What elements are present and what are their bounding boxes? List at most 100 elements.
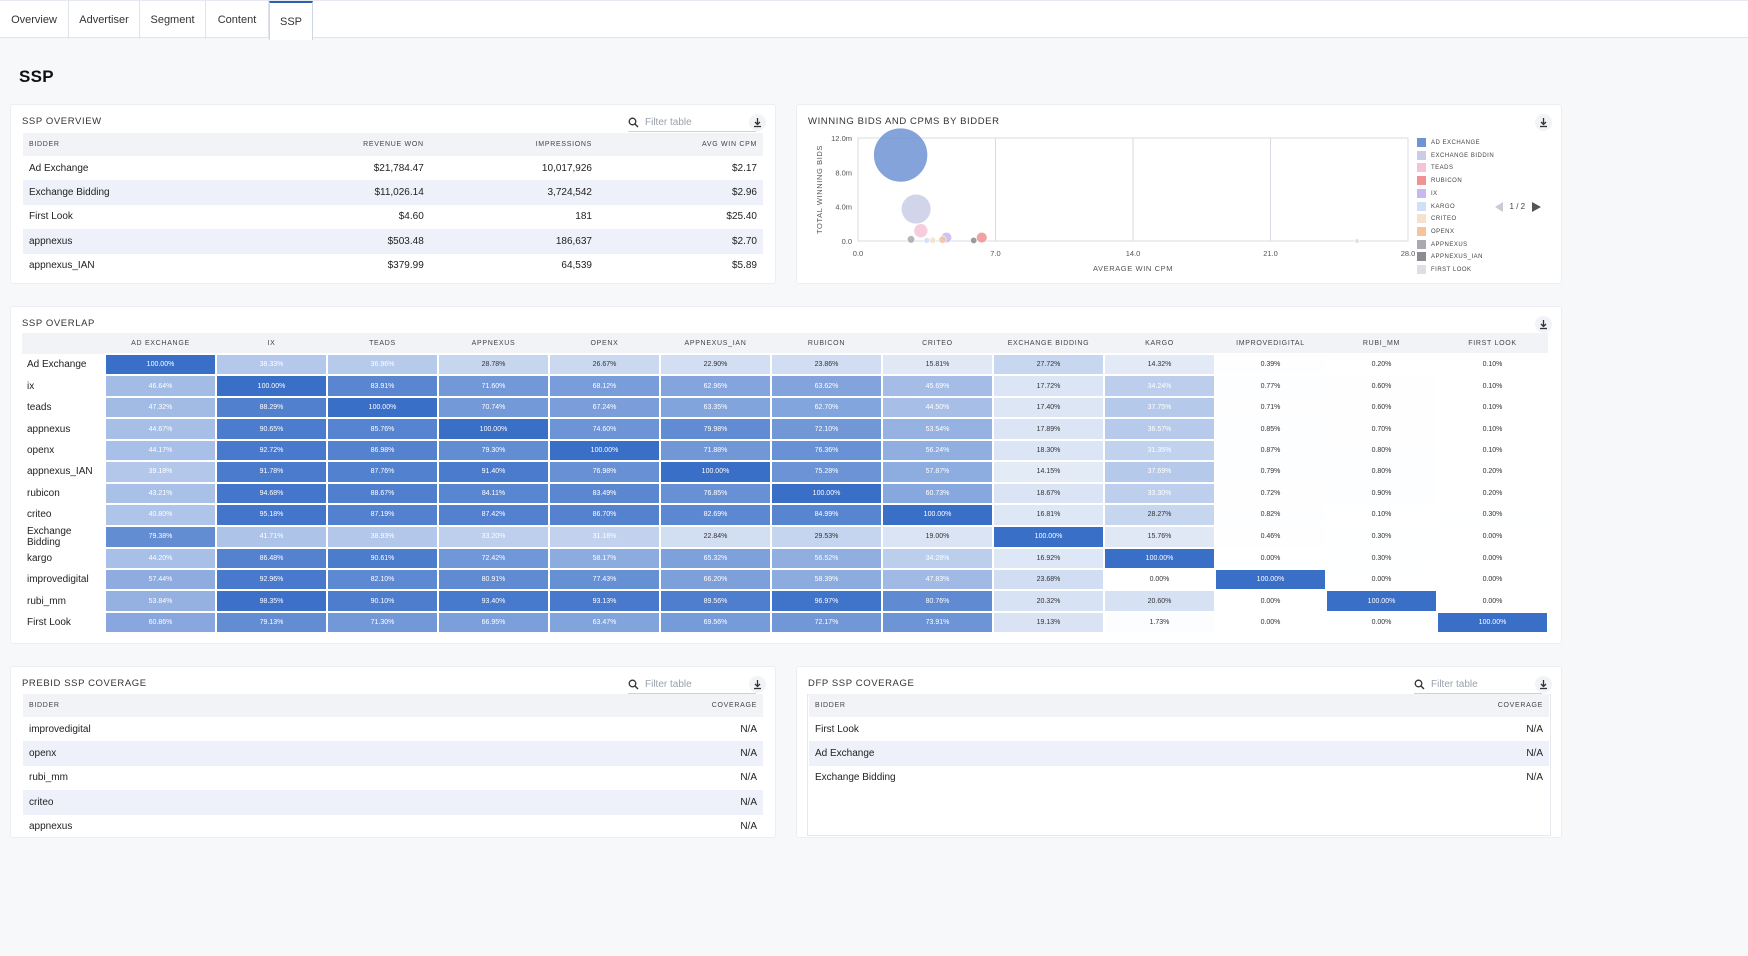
column-header[interactable]: COVERAGE xyxy=(439,694,763,717)
heatmap-cell[interactable]: 77.43% xyxy=(548,567,661,592)
heatmap-cell[interactable]: 15.76% xyxy=(1103,524,1216,549)
heatmap-cell[interactable]: 17.72% xyxy=(992,374,1105,398)
heatmap-cell[interactable]: 72.42% xyxy=(437,546,550,570)
heatmap-cell[interactable]: 0.00% xyxy=(1325,567,1438,592)
heatmap-cell[interactable]: 0.80% xyxy=(1325,460,1438,484)
heatmap-cell[interactable]: 14.32% xyxy=(1103,352,1216,377)
column-header[interactable]: REVENUE WON xyxy=(251,133,430,156)
heatmap-cell[interactable]: 88.29% xyxy=(215,395,328,420)
heatmap-cell[interactable]: 90.65% xyxy=(215,417,328,441)
heatmap-cell[interactable]: 75.28% xyxy=(770,460,883,484)
table-row[interactable]: Exchange Bidding N/A xyxy=(809,766,1549,790)
heatmap-cell[interactable]: 95.18% xyxy=(215,503,328,527)
heatmap-cell[interactable]: 100.00% xyxy=(659,460,772,484)
heatmap-cell[interactable]: 91.78% xyxy=(215,460,328,484)
heatmap-cell[interactable]: 34.24% xyxy=(1103,374,1216,398)
heatmap-cell[interactable]: 0.80% xyxy=(1325,438,1438,463)
heatmap-cell[interactable]: 72.10% xyxy=(770,417,883,441)
heatmap-cell[interactable]: 93.13% xyxy=(548,589,661,613)
heatmap-cell[interactable]: 14.15% xyxy=(992,460,1105,484)
heatmap-cell[interactable]: 0.10% xyxy=(1436,352,1549,377)
ssp-overview-filter-input[interactable] xyxy=(645,114,755,131)
heatmap-cell[interactable]: 31.18% xyxy=(548,524,661,549)
download-icon[interactable] xyxy=(1535,316,1552,333)
heatmap-cell[interactable]: 57.44% xyxy=(104,567,217,592)
heatmap-cell[interactable]: 37.75% xyxy=(1103,395,1216,420)
heatmap-cell[interactable]: 0.10% xyxy=(1325,503,1438,527)
ssp-overview-filter[interactable] xyxy=(628,114,756,132)
heatmap-cell[interactable]: 18.67% xyxy=(992,481,1105,506)
heatmap-cell[interactable]: 37.69% xyxy=(1103,460,1216,484)
heatmap-cell[interactable]: 76.85% xyxy=(659,481,772,506)
heatmap-cell[interactable]: 47.83% xyxy=(881,567,994,592)
heatmap-cell[interactable]: 63.62% xyxy=(770,374,883,398)
heatmap-cell[interactable]: 63.47% xyxy=(548,610,661,635)
heatmap-cell[interactable]: 100.00% xyxy=(1103,546,1216,570)
heatmap-cell[interactable]: 72.17% xyxy=(770,610,883,635)
heatmap-cell[interactable]: 38.33% xyxy=(215,352,328,377)
download-icon[interactable] xyxy=(749,676,766,693)
heatmap-cell[interactable]: 82.69% xyxy=(659,503,772,527)
table-row[interactable]: rubi_mm N/A xyxy=(23,766,763,790)
heatmap-cell[interactable]: 86.70% xyxy=(548,503,661,527)
heatmap-cell[interactable]: 100.00% xyxy=(104,352,217,377)
table-row[interactable]: appnexus_IAN $379.99 64,539 $5.89 xyxy=(23,254,763,278)
heatmap-cell[interactable]: 90.61% xyxy=(326,546,439,570)
heatmap-cell[interactable]: 26.67% xyxy=(548,352,661,377)
column-header[interactable]: AVG WIN CPM xyxy=(597,133,763,156)
heatmap-cell[interactable]: 0.00% xyxy=(1436,567,1549,592)
heatmap-cell[interactable]: 45.69% xyxy=(881,374,994,398)
heatmap-cell[interactable]: 57.87% xyxy=(881,460,994,484)
heatmap-cell[interactable]: 33.30% xyxy=(1103,481,1216,506)
heatmap-cell[interactable]: 94.68% xyxy=(215,481,328,506)
heatmap-cell[interactable]: 41.71% xyxy=(215,524,328,549)
heatmap-cell[interactable]: 66.95% xyxy=(437,610,550,635)
heatmap-cell[interactable]: 29.53% xyxy=(770,524,883,549)
heatmap-cell[interactable]: 18.30% xyxy=(992,438,1105,463)
heatmap-cell[interactable]: 0.90% xyxy=(1325,481,1438,506)
heatmap-cell[interactable]: 0.00% xyxy=(1214,546,1327,570)
heatmap-cell[interactable]: 23.86% xyxy=(770,352,883,377)
heatmap-cell[interactable]: 0.82% xyxy=(1214,503,1327,527)
heatmap-cell[interactable]: 100.00% xyxy=(1214,567,1327,592)
heatmap-cell[interactable]: 66.20% xyxy=(659,567,772,592)
heatmap-cell[interactable]: 0.77% xyxy=(1214,374,1327,398)
legend-item[interactable]: EXCHANGE BIDDIN xyxy=(1417,150,1494,160)
legend-item[interactable]: IX xyxy=(1417,188,1438,198)
heatmap-cell[interactable]: 0.30% xyxy=(1436,503,1549,527)
heatmap-cell[interactable]: 53.84% xyxy=(104,589,217,613)
heatmap-cell[interactable]: 100.00% xyxy=(437,417,550,441)
heatmap-cell[interactable]: 70.74% xyxy=(437,395,550,420)
heatmap-cell[interactable]: 71.60% xyxy=(437,374,550,398)
heatmap-cell[interactable]: 0.00% xyxy=(1214,610,1327,635)
heatmap-cell[interactable]: 0.70% xyxy=(1325,417,1438,441)
heatmap-cell[interactable]: 34.28% xyxy=(881,546,994,570)
heatmap-cell[interactable]: 62.96% xyxy=(659,374,772,398)
heatmap-cell[interactable]: 0.39% xyxy=(1214,352,1327,377)
legend-item[interactable]: RUBICON xyxy=(1417,176,1462,186)
heatmap-cell[interactable]: 0.60% xyxy=(1325,395,1438,420)
table-row[interactable]: openx N/A xyxy=(23,741,763,766)
heatmap-cell[interactable]: 44.50% xyxy=(881,395,994,420)
heatmap-cell[interactable]: 93.40% xyxy=(437,589,550,613)
heatmap-cell[interactable]: 38.93% xyxy=(326,524,439,549)
heatmap-cell[interactable]: 40.80% xyxy=(104,503,217,527)
heatmap-cell[interactable]: 1.73% xyxy=(1103,610,1216,635)
heatmap-cell[interactable]: 31.35% xyxy=(1103,438,1216,463)
heatmap-cell[interactable]: 0.87% xyxy=(1214,438,1327,463)
column-header[interactable]: COVERAGE xyxy=(1266,694,1549,717)
heatmap-cell[interactable]: 87.42% xyxy=(437,503,550,527)
heatmap-cell[interactable]: 67.24% xyxy=(548,395,661,420)
heatmap-cell[interactable]: 0.00% xyxy=(1214,589,1327,613)
heatmap-cell[interactable]: 0.10% xyxy=(1436,374,1549,398)
heatmap-cell[interactable]: 91.40% xyxy=(437,460,550,484)
download-icon[interactable] xyxy=(1535,114,1552,131)
heatmap-cell[interactable]: 71.30% xyxy=(326,610,439,635)
heatmap-cell[interactable]: 76.98% xyxy=(548,460,661,484)
heatmap-cell[interactable]: 100.00% xyxy=(1436,610,1549,635)
heatmap-cell[interactable]: 80.76% xyxy=(881,589,994,613)
heatmap-cell[interactable]: 0.20% xyxy=(1436,460,1549,484)
heatmap-cell[interactable]: 90.10% xyxy=(326,589,439,613)
heatmap-cell[interactable]: 0.30% xyxy=(1325,524,1438,549)
heatmap-cell[interactable]: 79.30% xyxy=(437,438,550,463)
